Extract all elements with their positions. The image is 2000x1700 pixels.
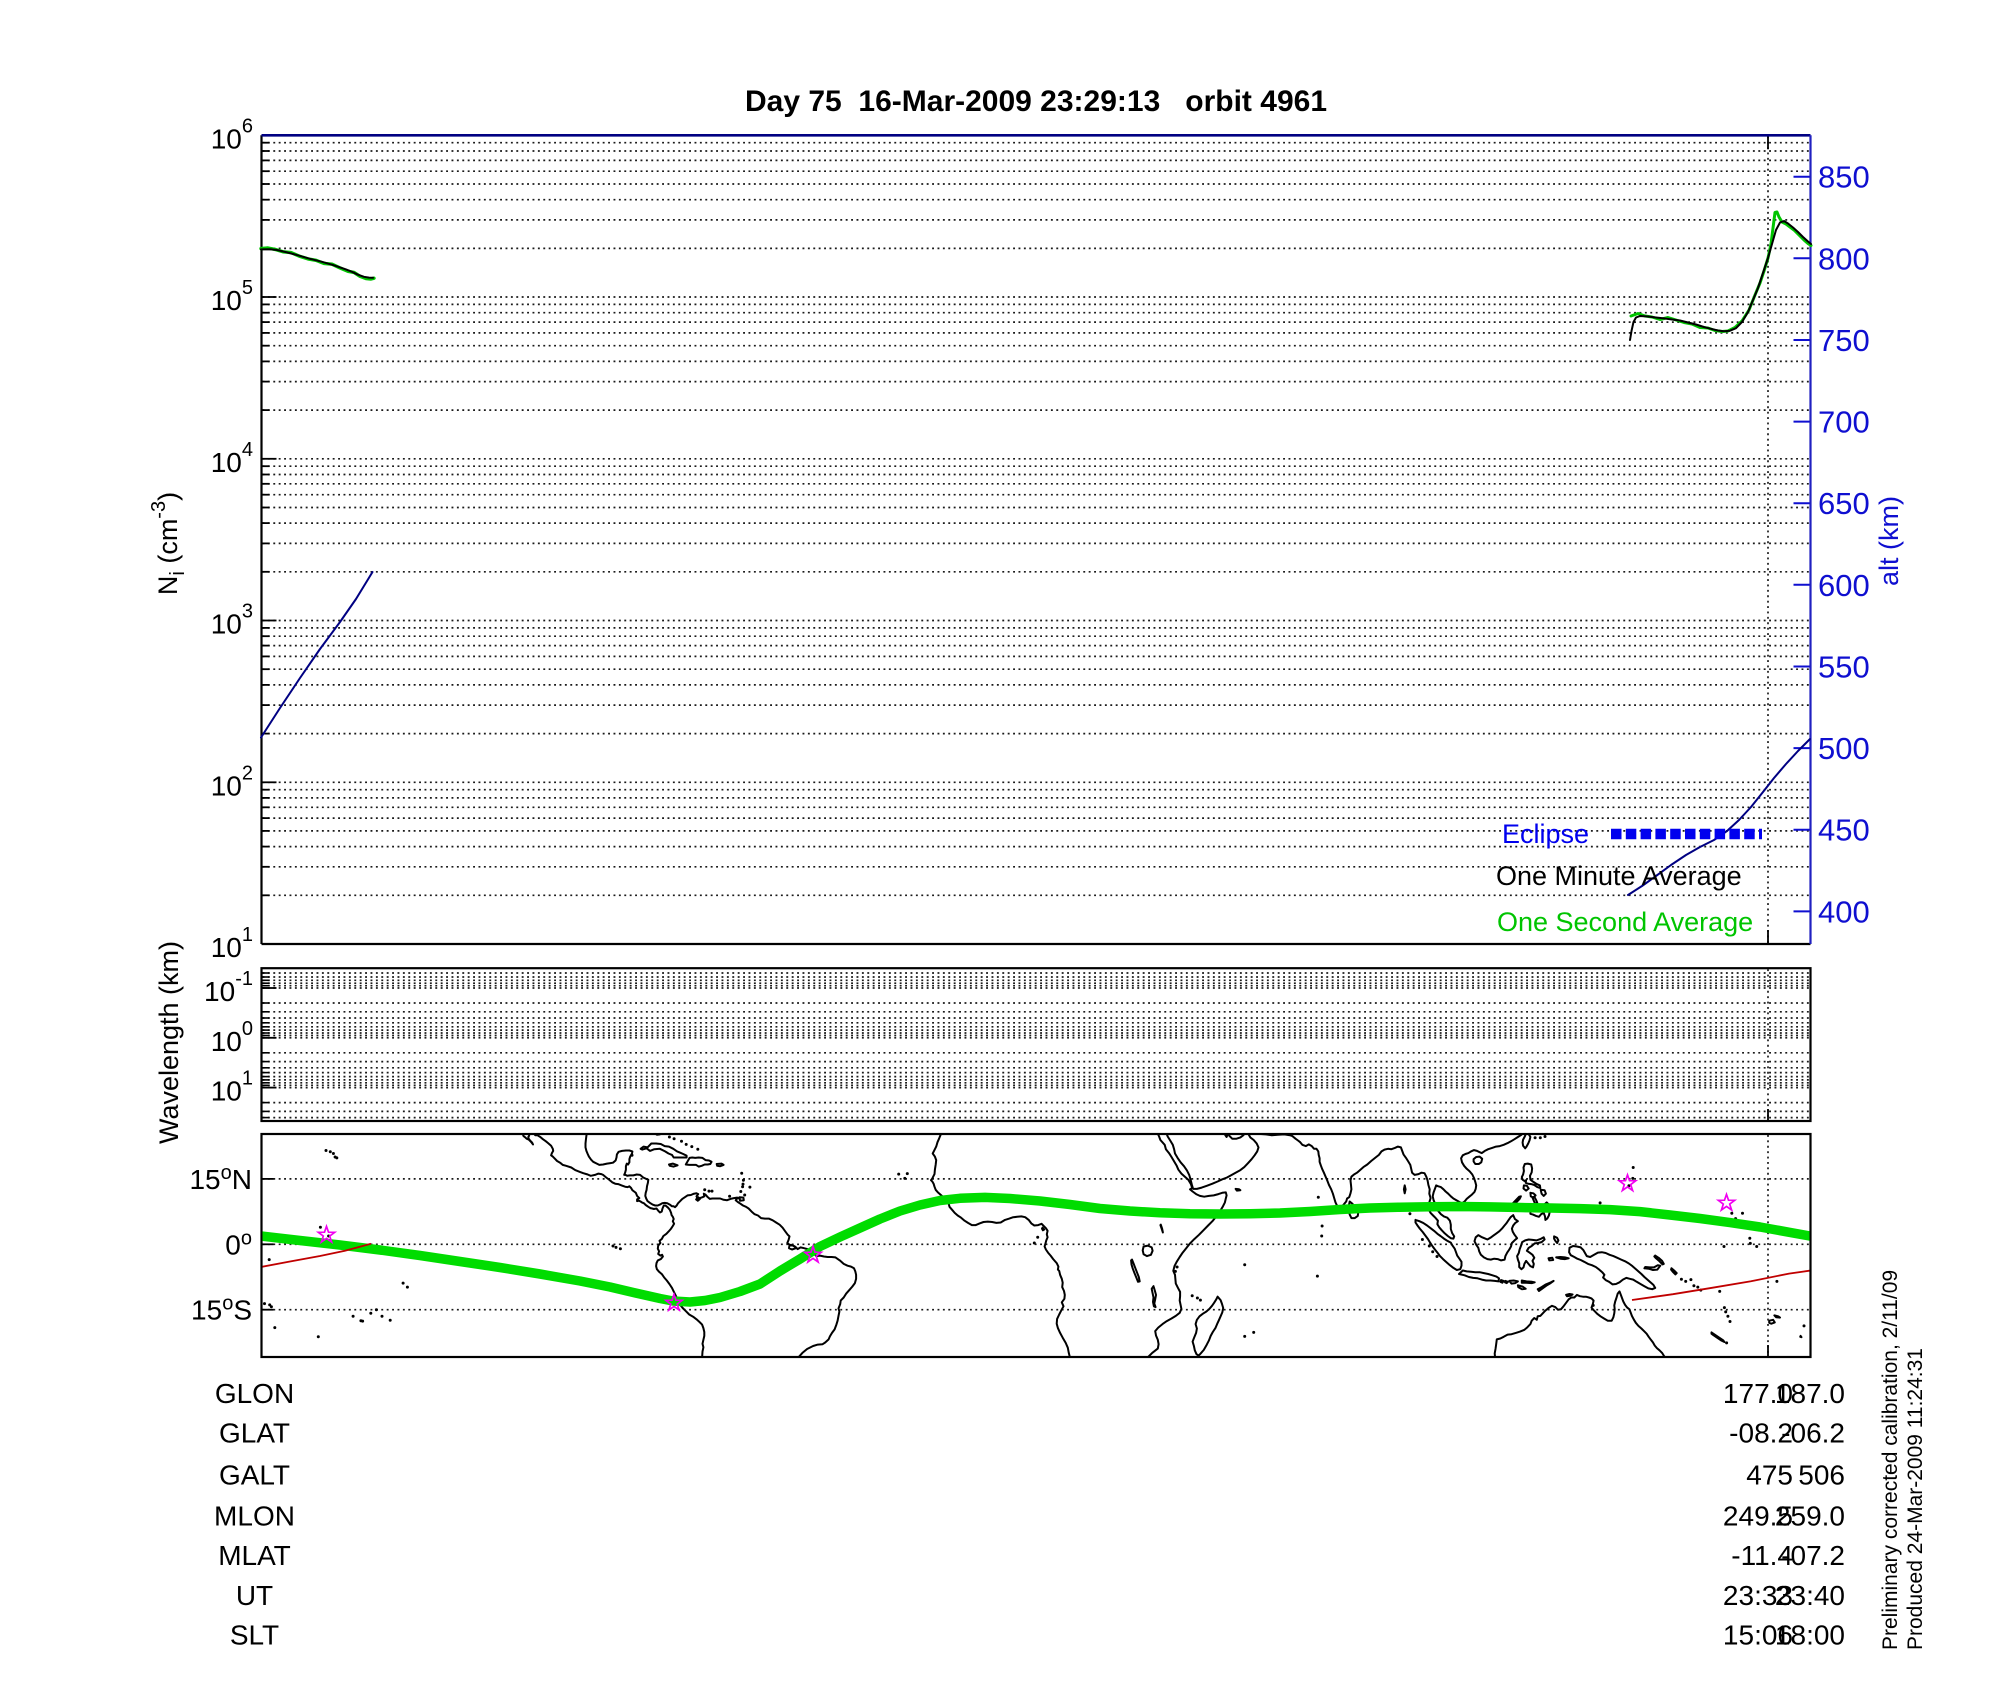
svg-text:-11.4: -11.4 bbox=[1731, 1540, 1793, 1571]
svg-text:SLT: SLT bbox=[230, 1620, 279, 1651]
svg-text:650: 650 bbox=[1818, 486, 1870, 521]
svg-text:23:33: 23:33 bbox=[1723, 1580, 1793, 1611]
svg-text:Wavelength (km): Wavelength (km) bbox=[154, 941, 184, 1144]
svg-text:750: 750 bbox=[1818, 323, 1870, 358]
svg-text:500: 500 bbox=[1818, 731, 1870, 766]
svg-text:700: 700 bbox=[1818, 405, 1870, 440]
svg-text:GLAT: GLAT bbox=[219, 1418, 290, 1449]
svg-text:550: 550 bbox=[1818, 650, 1870, 685]
svg-text:600: 600 bbox=[1818, 568, 1870, 603]
svg-text:alt (km): alt (km) bbox=[1874, 496, 1904, 586]
svg-text:One Minute Average: One Minute Average bbox=[1496, 861, 1742, 891]
svg-text:400: 400 bbox=[1818, 894, 1870, 929]
svg-text:One Second Average: One Second Average bbox=[1497, 907, 1753, 937]
svg-text:850: 850 bbox=[1818, 160, 1870, 195]
svg-text:Preliminary corrected calibrat: Preliminary corrected calibration, 2/11/… bbox=[1879, 1270, 1902, 1650]
svg-text:-07.2: -07.2 bbox=[1781, 1540, 1845, 1571]
svg-text:-08.2: -08.2 bbox=[1729, 1418, 1793, 1449]
svg-text:MLAT: MLAT bbox=[218, 1540, 291, 1571]
svg-text:GALT: GALT bbox=[219, 1460, 290, 1491]
svg-text:UT: UT bbox=[236, 1580, 273, 1611]
svg-text:Eclipse: Eclipse bbox=[1502, 819, 1589, 849]
svg-text:259.0: 259.0 bbox=[1775, 1501, 1845, 1532]
svg-text:GLON: GLON bbox=[215, 1378, 294, 1409]
svg-text:475: 475 bbox=[1746, 1460, 1793, 1491]
svg-text:-06.2: -06.2 bbox=[1781, 1418, 1845, 1449]
svg-text:800: 800 bbox=[1818, 241, 1870, 276]
svg-text:450: 450 bbox=[1818, 813, 1870, 848]
svg-text:249.5: 249.5 bbox=[1723, 1501, 1793, 1532]
svg-text:Ni (cm-3): Ni (cm-3) bbox=[148, 492, 189, 595]
svg-text:177.0: 177.0 bbox=[1723, 1378, 1793, 1409]
svg-text:187.0: 187.0 bbox=[1775, 1378, 1845, 1409]
svg-text:506: 506 bbox=[1798, 1460, 1845, 1491]
svg-text:Produced 24-Mar-2009 11:24:31: Produced 24-Mar-2009 11:24:31 bbox=[1904, 1348, 1927, 1650]
svg-text:23:40: 23:40 bbox=[1775, 1580, 1845, 1611]
svg-text:15oS: 15oS bbox=[191, 1293, 252, 1326]
svg-text:MLON: MLON bbox=[214, 1501, 295, 1532]
svg-text:18:00: 18:00 bbox=[1775, 1620, 1845, 1651]
svg-text:Day 75 16-Mar-2009 23:29:13: Day 75 16-Mar-2009 23:29:13 orbit 4961 bbox=[745, 85, 1327, 118]
svg-text:15:06: 15:06 bbox=[1723, 1620, 1793, 1651]
